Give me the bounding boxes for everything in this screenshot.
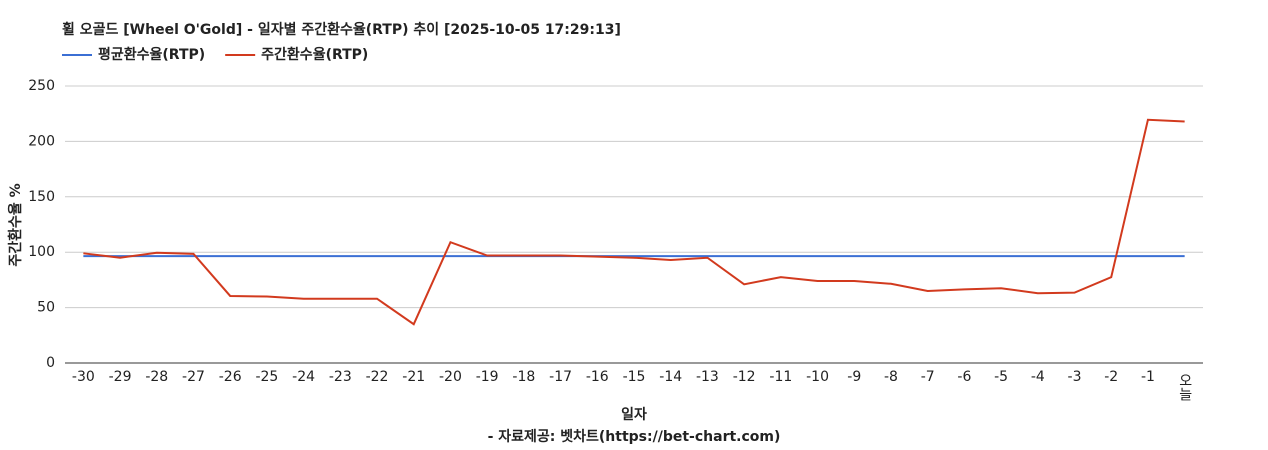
x-tick-label: -10 <box>806 369 829 385</box>
x-tick-label: -29 <box>109 369 132 385</box>
legend-label: 주간환수율(RTP) <box>261 46 368 63</box>
x-tick-label: -7 <box>921 369 935 385</box>
y-tick-label: 250 <box>28 78 55 94</box>
x-tick-label: -27 <box>182 369 205 385</box>
x-tick-label: -6 <box>957 369 971 385</box>
x-tick-label: -24 <box>292 369 315 385</box>
x-tick-label: -13 <box>696 369 719 385</box>
legend-item: 주간환수율(RTP) <box>225 46 368 63</box>
x-tick-label: -9 <box>847 369 861 385</box>
chart-title: 휠 오골드 [Wheel O'Gold] - 일자별 주간환수율(RTP) 추이… <box>62 21 621 38</box>
series-line <box>83 118 1185 326</box>
x-tick-label: -2 <box>1104 369 1118 385</box>
x-axis-label: 일자 <box>621 407 647 423</box>
x-tick-label: -19 <box>476 369 499 385</box>
source-note: - 자료제공: 벳차트(https://bet-chart.com) <box>488 428 781 445</box>
x-tick-label: -23 <box>329 369 352 385</box>
x-tick-label: -5 <box>994 369 1008 385</box>
x-tick-label: -18 <box>512 369 535 385</box>
x-tick-label: -4 <box>1031 369 1045 385</box>
legend-label: 평균환수율(RTP) <box>98 46 205 63</box>
legend-item: 평균환수율(RTP) <box>62 46 205 63</box>
x-tick-label: -20 <box>439 369 462 385</box>
x-tick-label: -25 <box>255 369 278 385</box>
x-tick-label: -28 <box>145 369 168 385</box>
x-tick-label: -15 <box>623 369 646 385</box>
x-tick-label: -30 <box>72 369 95 385</box>
x-tick-label: -11 <box>769 369 792 385</box>
x-tick-label: -14 <box>659 369 682 385</box>
y-tick-label: 100 <box>28 244 55 260</box>
y-tick-label: 150 <box>28 189 55 205</box>
x-tick-label: -21 <box>402 369 425 385</box>
x-tick-label: -26 <box>219 369 242 385</box>
x-tick-label: -22 <box>366 369 389 385</box>
x-tick-label: -12 <box>733 369 756 385</box>
x-tick-label: -16 <box>586 369 609 385</box>
x-tick-label: -8 <box>884 369 898 385</box>
y-tick-label: 50 <box>37 300 55 316</box>
x-tick-label: -1 <box>1141 369 1155 385</box>
x-tick-label: -3 <box>1068 369 1082 385</box>
y-tick-label: 0 <box>46 355 55 371</box>
y-tick-label: 200 <box>28 133 55 149</box>
x-tick-label: 오늘 <box>1177 373 1193 401</box>
y-axis-label: 주간환수율 % <box>7 183 24 266</box>
x-tick-label: -17 <box>549 369 572 385</box>
